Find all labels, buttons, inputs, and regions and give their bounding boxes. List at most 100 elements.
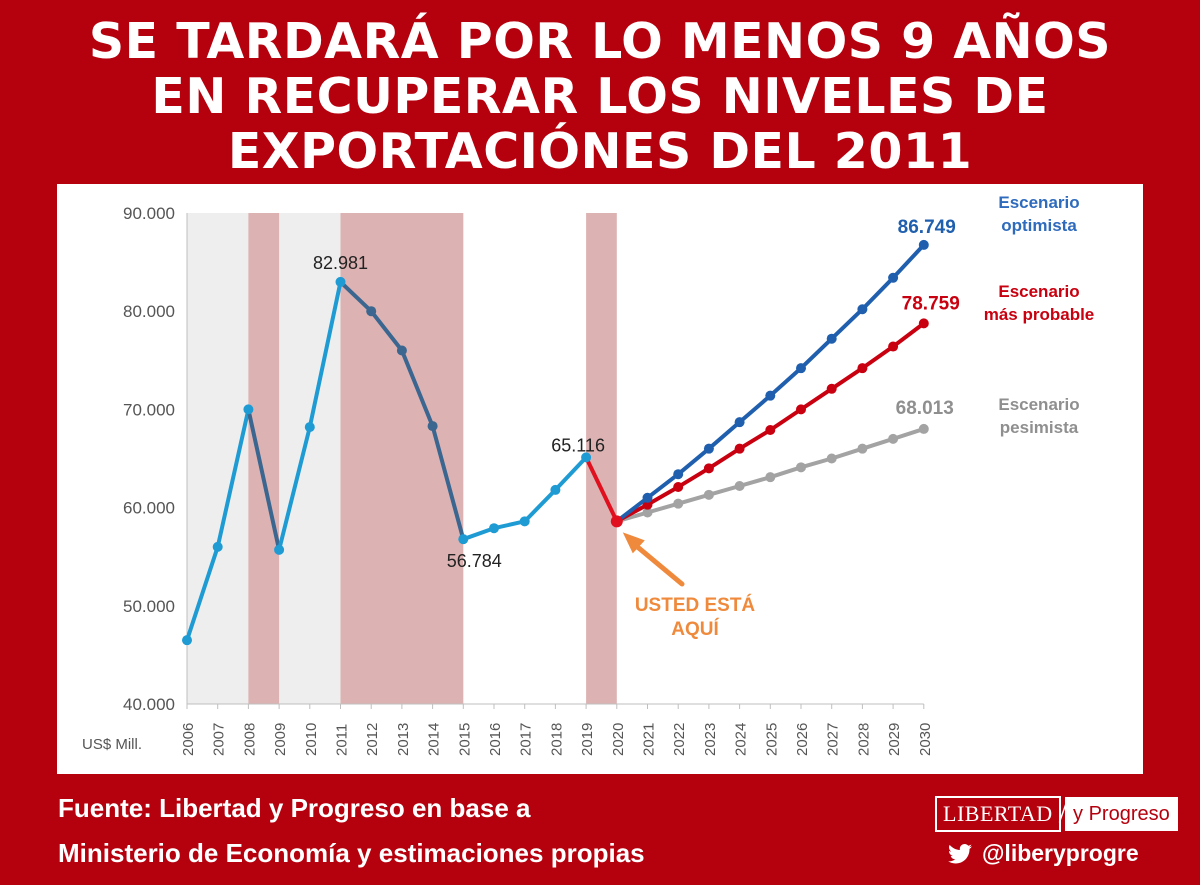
x-tick-label: 2028 <box>855 723 872 756</box>
x-tick-label: 2026 <box>794 723 811 756</box>
x-tick-label: 2029 <box>886 723 903 756</box>
x-tick-label: 2011 <box>334 724 351 756</box>
historical-data-point <box>304 422 315 433</box>
x-tick-label: 2008 <box>241 723 258 756</box>
probable-end-value: 78.759 <box>902 293 960 314</box>
x-tick-label: 2016 <box>487 723 504 756</box>
pessimistic-data-point <box>765 472 776 483</box>
historical-data-point <box>427 421 438 432</box>
optimistic-line-segment <box>829 307 865 341</box>
pessimistic-data-point <box>642 507 653 518</box>
point-2020 <box>610 515 623 528</box>
pessimistic-line-segment <box>768 465 803 480</box>
pessimistic-line-segment <box>891 426 926 441</box>
probable-line-segment <box>799 386 834 412</box>
optimistic-line-segment <box>676 446 711 477</box>
y-axis-unit-label: US$ Mill. <box>82 736 142 753</box>
historical-data-point <box>182 635 192 646</box>
y-tick-label: 60.000 <box>123 499 175 518</box>
optimistic-line-segment <box>768 366 803 398</box>
historical-data-point <box>489 523 499 534</box>
pessimistic-data-point <box>918 423 929 434</box>
probable-line-segment <box>737 428 773 451</box>
historical-line-segment <box>399 348 435 429</box>
x-tick-label: 2010 <box>303 723 320 756</box>
historical-data-point <box>274 544 285 555</box>
x-tick-label: 2027 <box>825 723 842 756</box>
historical-data-point <box>519 516 530 527</box>
optimistic-line-segment <box>614 495 650 524</box>
x-tick-label: 2025 <box>763 723 780 756</box>
historical-data-point <box>581 452 592 463</box>
probable-data-point <box>826 383 837 394</box>
x-tick-label: 2007 <box>211 723 228 756</box>
optimistic-data-point <box>765 390 776 401</box>
title-line-1: SE TARDARÁ POR LO MENOS 9 AÑOS <box>88 13 1112 70</box>
logo-libertad: LIBERTAD <box>935 796 1061 832</box>
y-tick-label: 90.000 <box>123 204 175 223</box>
pessimistic-line-segment <box>799 456 834 470</box>
value-2019-label: 65.116 <box>551 435 605 455</box>
historical-line-segment <box>369 309 404 353</box>
x-tick-label: 2012 <box>364 723 381 756</box>
optimistic-line-segment <box>891 242 926 280</box>
x-tick-label: 2022 <box>671 723 688 756</box>
historical-line-segment <box>430 424 466 542</box>
x-tick-label: 2015 <box>456 723 473 756</box>
x-tick-label: 2030 <box>917 723 934 756</box>
twitter-handle[interactable]: @liberyprogre <box>982 840 1139 866</box>
optimistic-data-point <box>796 363 806 374</box>
optimistic-line-segment <box>645 472 681 500</box>
x-tick-label: 2017 <box>518 723 535 756</box>
x-tick-label: 2013 <box>395 723 412 756</box>
source-line-2: Ministerio de Economía y estimaciones pr… <box>58 838 645 868</box>
optimistic-label-line-1: Escenario <box>998 193 1079 212</box>
historical-data-point <box>458 534 469 545</box>
pessimistic-data-point <box>888 433 899 444</box>
pessimistic-data-point <box>673 498 684 509</box>
pessimistic-data-point <box>703 489 714 500</box>
drop-2020-segment <box>584 455 619 524</box>
optimistic-data-point <box>703 443 714 454</box>
title-line-2: EN RECUPERAR LOS NIVELES DE <box>151 68 1049 125</box>
historical-data-point <box>335 276 346 287</box>
source-line-1: Fuente: Libertad y Progreso en base a <box>58 793 531 823</box>
pessimistic-line-segment <box>860 436 896 451</box>
probable-data-point <box>765 425 776 436</box>
recession-band <box>586 213 617 704</box>
pessimistic-line-segment <box>676 492 711 506</box>
optimistic-data-point <box>888 272 899 283</box>
pessimistic-data-point <box>857 443 868 454</box>
x-tick-label: 2020 <box>610 723 627 756</box>
you-are-here-line-1: USTED ESTÁ <box>635 594 756 616</box>
historical-line-segment <box>277 425 312 552</box>
probable-label-line-2: más probable <box>984 305 1095 324</box>
optimistic-data-point <box>826 333 837 344</box>
peak-2011-label: 82.981 <box>313 253 368 273</box>
logo-progreso: y Progreso <box>1065 797 1178 831</box>
optimistic-data-point <box>918 239 929 250</box>
probable-data-point <box>888 341 899 352</box>
historical-line-segment <box>492 519 527 531</box>
historical-data-point <box>550 484 561 495</box>
twitter-handle-block[interactable]: @liberyprogre <box>948 840 1139 867</box>
optimistic-data-point <box>642 492 653 503</box>
brand-logo: LIBERTAD / y Progreso <box>935 796 1178 832</box>
recession-band <box>340 213 464 704</box>
recession-band <box>248 213 280 704</box>
historical-line-segment <box>246 407 282 552</box>
optimistic-data-point <box>857 304 868 315</box>
pessimistic-data-point <box>734 480 745 491</box>
pessimistic-data-point <box>796 462 806 473</box>
y-tick-label: 50.000 <box>123 597 175 616</box>
y-tick-label: 70.000 <box>123 400 175 419</box>
historical-line-segment <box>185 544 220 643</box>
pessimistic-data-point <box>826 453 837 464</box>
y-tick-label: 80.000 <box>123 302 175 321</box>
optimistic-data-point <box>673 469 684 480</box>
pessimistic-line-segment <box>706 483 742 497</box>
pessimistic-label-line-2: pesimista <box>1000 418 1079 437</box>
probable-label-line-1: Escenario <box>998 282 1079 301</box>
optimistic-end-value: 86.749 <box>898 217 956 238</box>
pessimistic-label-line-1: Escenario <box>998 395 1079 414</box>
